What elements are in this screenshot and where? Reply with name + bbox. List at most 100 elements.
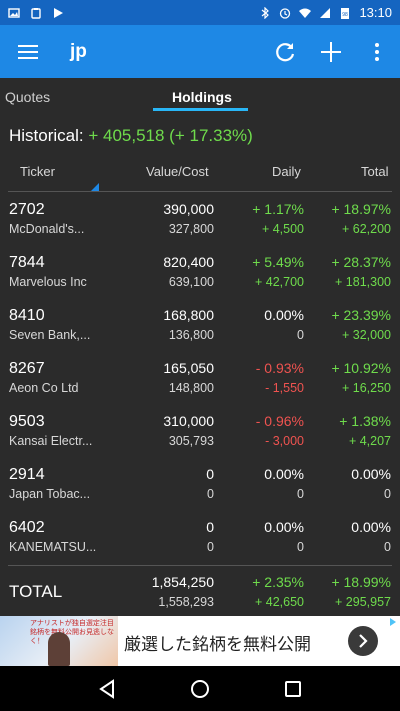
header-ticker[interactable]: Ticker [20,164,55,179]
holding-total-percent: + 18.97% [331,201,391,217]
holding-cost: 305,793 [168,434,214,448]
total-total-amount: + 295,957 [335,595,391,609]
holding-daily-amount: 0 [297,487,304,501]
total-total-percent: + 18.99% [331,574,391,590]
holding-row[interactable]: 8267 Aeon Co Ltd 165,050 148,800 - 0.93% - 1,… [0,356,400,409]
holding-total-percent: + 23.39% [331,307,391,323]
header-value-cost[interactable]: Value/Cost [146,164,209,179]
holding-ticker: 9503 [9,413,45,430]
total-row: TOTAL 1,854,250 1,558,293 + 2.35% + 42,6… [0,570,400,616]
holding-daily-percent: 0.00% [264,307,304,323]
alarm-icon [280,7,291,19]
refresh-icon [276,42,295,61]
holding-name: Aeon Co Ltd [9,381,79,395]
wifi-icon [299,8,312,18]
holding-daily-percent: - 0.93% [255,360,304,376]
holding-value: 310,000 [163,413,214,429]
holding-daily-amount: - 1,550 [265,381,304,395]
status-time: 13:10 [359,5,392,20]
holding-total-amount: + 181,300 [335,275,391,289]
holding-total-percent: 0.00% [351,519,391,535]
svg-text:98: 98 [343,12,349,18]
holding-ticker: 2914 [9,466,45,483]
ad-image-text: アナリストが独自選定注目銘柄を無料公開お見逃しなく！ [30,620,114,645]
refresh-button[interactable] [262,25,308,78]
holding-daily-percent: + 1.17% [252,201,304,217]
holding-cost: 0 [207,540,214,554]
ad-open-button[interactable] [348,626,378,656]
holding-ticker: 8410 [9,307,45,324]
adchoices-icon[interactable] [388,617,398,627]
total-daily-percent: + 2.35% [252,574,304,590]
back-icon [98,678,114,699]
total-divider [8,565,392,566]
more-vert-icon [375,42,379,61]
holding-daily-percent: 0.00% [264,466,304,482]
holding-row[interactable]: 7844 Marvelous Inc 820,400 639,100 + 5.49% + … [0,250,400,303]
holding-daily-amount: 0 [297,540,304,554]
column-headers: Ticker Value/Cost Daily Total [0,164,400,192]
holding-value: 0 [206,466,214,482]
play-icon [54,7,63,18]
add-button[interactable] [308,25,354,78]
holding-daily-percent: - 0.96% [255,413,304,429]
holding-row[interactable]: 8410 Seven Bank,... 168,800 136,800 0.00% 0 + … [0,303,400,356]
holding-cost: 639,100 [168,275,214,289]
holding-total-amount: + 32,000 [341,328,391,342]
holding-daily-amount: + 4,500 [261,222,304,236]
holding-value: 820,400 [163,254,214,270]
home-icon [190,679,209,698]
tab-indicator [153,108,248,111]
holding-name: Japan Tobac... [9,487,91,501]
holding-value: 165,050 [163,360,214,376]
holding-total-amount: 0 [384,540,391,554]
holding-cost: 136,800 [168,328,214,342]
back-button[interactable] [87,669,127,709]
holding-name: KANEMATSU... [9,540,97,554]
ad-text: 厳選した銘柄を無料公開 [124,635,311,654]
ad-person-image [48,632,70,666]
holding-cost: 148,800 [168,381,214,395]
historical-label: Historical: [9,126,84,145]
holding-total-amount: + 62,200 [341,222,391,236]
holding-daily-percent: 0.00% [264,519,304,535]
holding-row[interactable]: 2702 McDonald's... 390,000 327,800 + 1.17% + … [0,197,400,250]
arrow-right-icon [359,634,368,648]
holding-row[interactable]: 2914 Japan Tobac... 0 0 0.00% 0 0.00% 0 [0,462,400,515]
holdings-list: 2702 McDonald's... 390,000 327,800 + 1.17% + … [0,197,400,568]
holding-value: 0 [206,519,214,535]
holding-total-amount: 0 [384,487,391,501]
holding-daily-amount: + 42,700 [254,275,304,289]
more-options-button[interactable] [354,25,400,78]
nav-bar [0,666,400,711]
holding-name: McDonald's... [9,222,85,236]
menu-icon [18,44,38,59]
holding-row[interactable]: 9503 Kansai Electr... 310,000 305,793 - 0.96… [0,409,400,462]
ad-banner[interactable]: アナリストが独自選定注目銘柄を無料公開お見逃しなく！ 厳選した銘柄を無料公開 [0,616,400,666]
status-bar: 98 13:10 [0,0,400,25]
total-cost: 1,558,293 [158,595,214,609]
sort-indicator-icon [90,183,99,192]
holding-total-percent: 0.00% [351,466,391,482]
holding-name: Seven Bank,... [9,328,91,342]
header-total[interactable]: Total [361,164,389,179]
holding-total-percent: + 10.92% [331,360,391,376]
menu-button[interactable] [0,25,56,78]
header-daily[interactable]: Daily [272,164,301,179]
add-icon [321,41,341,62]
historical-summary: Historical: + 405,518 (+ 17.33%) [9,126,253,146]
bluetooth-icon [262,6,270,19]
holding-ticker: 8267 [9,360,45,377]
holding-cost: 0 [207,487,214,501]
holding-row[interactable]: 6402 KANEMATSU... 0 0 0.00% 0 0.00% 0 [0,515,400,568]
historical-value: + 405,518 (+ 17.33%) [88,126,253,145]
recents-button[interactable] [273,669,313,709]
tab-quotes[interactable]: Quotes [5,89,51,105]
home-button[interactable] [180,669,220,709]
app-bar: jp [0,25,400,78]
holding-value: 168,800 [163,307,214,323]
holding-ticker: 6402 [9,519,45,536]
tab-holdings[interactable]: Holdings [172,89,232,105]
battery-icon: 98 [341,7,350,19]
holding-total-percent: + 1.38% [339,413,391,429]
